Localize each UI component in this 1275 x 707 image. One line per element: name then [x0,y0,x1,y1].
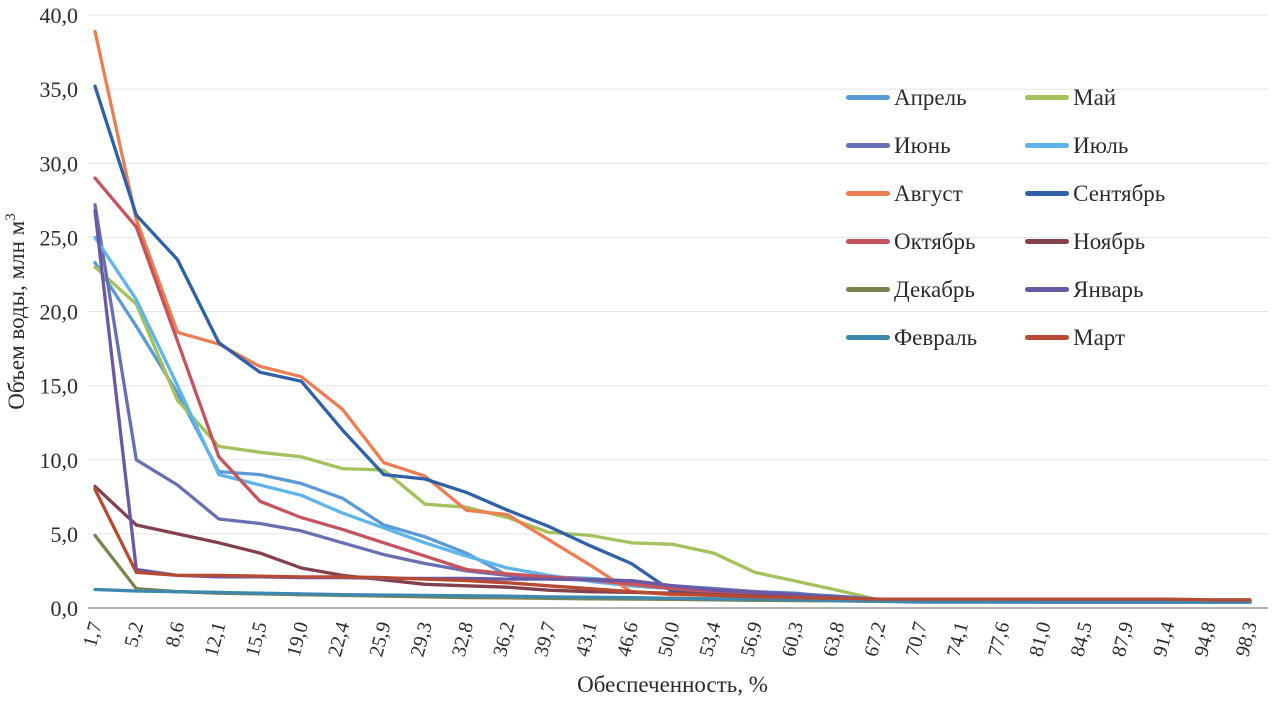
legend-item-Февраль: Февраль [846,326,977,349]
x-tick-label: 46,6 [613,620,643,660]
legend-item-Май: Май [1025,86,1165,109]
y-tick-label: 0,0 [51,596,79,621]
y-tick-label: 15,0 [40,374,79,399]
x-tick-label: 8,6 [162,620,190,650]
x-tick-label: 98,3 [1232,620,1262,660]
y-tick-label: 10,0 [40,448,79,473]
x-tick-label: 94,8 [1190,620,1220,660]
legend-line-swatch-icon [1025,143,1070,148]
x-tick-label: 15,5 [242,620,272,660]
x-tick-label: 91,4 [1149,620,1179,660]
x-tick-label: 81,0 [1025,620,1055,660]
legend-item-Октябрь: Октябрь [846,230,977,253]
series-line-Март [93,487,1252,602]
legend-label: Июль [1073,133,1129,158]
legend-label: Ноябрь [1073,229,1146,254]
legend-line-swatch-icon [846,191,890,196]
legend-label: Февраль [894,325,978,350]
x-tick-label: 60,3 [778,620,808,660]
chart-legend: Апрель Май Июнь Июль Август Сентябрь Октябрь Но… [846,86,1165,349]
legend-label: Октябрь [894,229,976,254]
legend-line-swatch-icon [846,287,890,292]
legend-line-swatch-icon [846,143,890,148]
x-tick-label: 19,0 [283,620,313,660]
x-tick-label: 1,7 [79,620,107,650]
x-tick-label: 36,2 [489,620,519,660]
legend-label: Июнь [894,133,951,158]
x-tick-label: 70,7 [902,620,932,660]
legend-line-swatch-icon [1025,287,1070,292]
legend-item-Август: Август [846,182,977,205]
x-tick-label: 29,3 [407,620,437,660]
y-tick-label: 40,0 [40,3,79,28]
legend-line-swatch-icon [1025,335,1070,340]
legend-label: Август [894,181,963,206]
legend-item-Ноябрь: Ноябрь [1025,230,1165,253]
legend-label: Январь [1073,277,1144,302]
legend-label: Декабрь [894,277,975,302]
y-tick-label: 30,0 [40,151,79,176]
x-tick-label: 12,1 [200,620,230,660]
x-tick-label: 22,4 [324,620,354,660]
y-axis-title: Объем воды, млн м3 [3,213,29,410]
x-tick-label: 53,4 [695,620,725,660]
x-tick-label: 25,9 [365,620,395,660]
legend-item-Июнь: Июнь [846,134,977,157]
legend-item-Март: Март [1025,326,1165,349]
x-axis-title: Обеспеченность, % [577,672,768,697]
legend-item-Январь: Январь [1025,278,1165,301]
y-tick-label: 5,0 [51,522,79,547]
x-tick-label: 84,5 [1067,620,1097,660]
x-tick-label: 43,1 [572,620,602,660]
x-tick-label: 77,6 [984,620,1014,660]
legend-line-swatch-icon [846,335,890,340]
legend-line-swatch-icon [846,95,890,100]
legend-line-swatch-icon [1025,95,1070,100]
x-tick-label: 50,0 [654,620,684,660]
x-tick-label: 67,2 [860,620,890,660]
x-tick-label: 63,8 [819,620,849,660]
legend-label: Май [1073,85,1117,110]
legend-label: Апрель [894,85,967,110]
y-tick-label: 35,0 [40,77,79,102]
series-line-Февраль [93,587,1252,604]
legend-item-Июль: Июль [1025,134,1165,157]
x-tick-label: 39,7 [530,620,560,660]
x-tick-label: 32,8 [448,620,478,660]
y-axis-title-superscript: 3 [3,213,19,221]
legend-line-swatch-icon [1025,239,1070,244]
x-tick-label: 56,9 [737,620,767,660]
y-tick-label: 20,0 [40,300,79,325]
y-tick-label: 25,0 [40,225,79,250]
x-tick-label: 87,9 [1108,620,1138,660]
legend-line-swatch-icon [1025,191,1070,196]
legend-item-Апрель: Апрель [846,86,977,109]
legend-item-Декабрь: Декабрь [846,278,977,301]
x-tick-label: 5,2 [120,620,148,650]
legend-label: Март [1073,325,1126,350]
legend-item-Сентябрь: Сентябрь [1025,182,1165,205]
legend-line-swatch-icon [846,239,890,244]
x-tick-label: 74,1 [943,620,973,660]
legend-label: Сентябрь [1073,181,1166,206]
